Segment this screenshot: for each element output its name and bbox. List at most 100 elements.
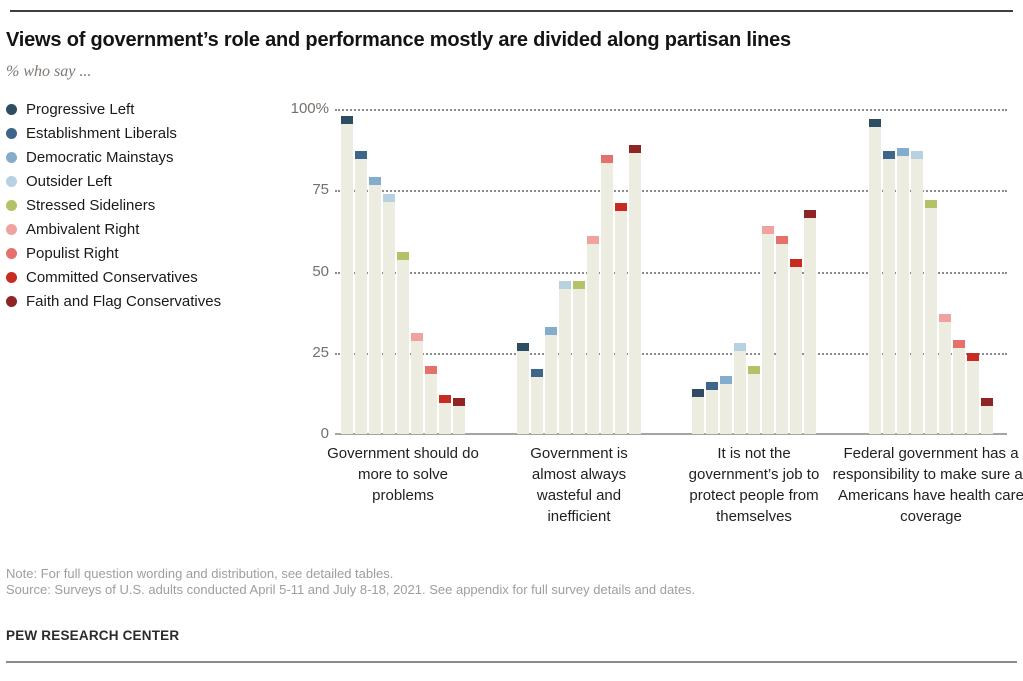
legend-item: Ambivalent Right — [6, 217, 304, 241]
bar — [601, 154, 613, 434]
bar-group — [341, 115, 465, 434]
bar — [911, 151, 923, 434]
bar — [804, 209, 816, 434]
bar-value-cap — [939, 313, 951, 322]
bottom-rule — [6, 661, 1017, 663]
bar-value-cap — [967, 352, 979, 361]
legend-item-label: Democratic Mainstays — [26, 148, 174, 166]
source-text: Source: Surveys of U.S. adults conducted… — [6, 582, 696, 597]
bar — [453, 398, 465, 434]
bar-value-cap — [411, 333, 423, 342]
legend-item-label: Populist Right — [26, 244, 119, 262]
legend-dot-icon — [6, 295, 17, 307]
bar — [692, 388, 704, 434]
bar — [517, 343, 529, 434]
y-axis-label: 75 — [312, 181, 329, 199]
legend-item: Progressive Left — [6, 97, 304, 121]
bar-value-cap — [869, 118, 881, 127]
bar-value-cap — [545, 326, 557, 335]
chart-subtitle: % who say ... — [6, 63, 92, 80]
category-label: Federal government has a responsibility … — [832, 445, 1023, 525]
bar-value-cap — [911, 151, 923, 160]
legend-item: Populist Right — [6, 241, 304, 265]
bar-value-cap — [453, 398, 465, 407]
bar-value-cap — [706, 382, 718, 390]
bar — [531, 369, 543, 434]
legend-item: Committed Conservatives — [6, 265, 304, 289]
bar — [439, 395, 451, 434]
bar-value-cap — [897, 148, 909, 156]
bar-value-cap — [629, 144, 641, 153]
bar-value-cap — [748, 365, 760, 374]
bar — [967, 352, 979, 434]
bar — [762, 226, 774, 434]
legend-item-label: Progressive Left — [26, 100, 135, 118]
legend-item-label: Establishment Liberals — [26, 124, 177, 142]
bar — [545, 326, 557, 434]
bar-value-cap — [953, 339, 965, 348]
y-axis-label: 100% — [290, 100, 329, 117]
y-axis-label: 50 — [312, 262, 329, 280]
bar — [425, 365, 437, 434]
legend-item-label: Stressed Sideliners — [26, 196, 156, 214]
bar-value-cap — [559, 281, 571, 290]
bar-value-cap — [341, 115, 353, 124]
bar-value-cap — [720, 375, 732, 384]
bar — [573, 281, 585, 434]
gridline — [335, 109, 1007, 111]
bar — [883, 151, 895, 434]
gridline — [335, 271, 1007, 274]
bar-value-cap — [601, 154, 613, 163]
bar — [411, 333, 423, 434]
bar-value-cap — [369, 177, 381, 186]
note-text: Note: For full question wording and dist… — [6, 566, 394, 581]
notes-block: Note: For full question wording and dist… — [6, 566, 1015, 598]
bar — [953, 339, 965, 434]
brand: PEW RESEARCH CENTER — [6, 628, 180, 643]
bar — [981, 398, 993, 434]
bar-value-cap — [883, 151, 895, 160]
plot-area: 100% 75 50 25 0 Government should do more to … — [291, 100, 1023, 525]
gridline — [335, 190, 1007, 193]
bar-value-cap — [383, 193, 395, 202]
legend-item-label: Committed Conservatives — [26, 268, 198, 286]
bar-value-cap — [762, 226, 774, 234]
bar — [706, 382, 718, 434]
legend-item: Faith and Flag Conservatives — [6, 289, 304, 313]
bar — [720, 375, 732, 434]
bar — [925, 200, 937, 434]
bar-value-cap — [517, 343, 529, 351]
bar-value-cap — [587, 235, 599, 244]
top-rule — [10, 10, 1013, 12]
legend-dot-icon — [6, 103, 17, 115]
bar-value-cap — [531, 369, 543, 377]
bar — [615, 203, 627, 434]
bar — [369, 177, 381, 434]
bar — [587, 235, 599, 434]
bar — [341, 115, 353, 434]
x-axis-line — [335, 433, 1007, 435]
chart-title: Views of government’s role and performan… — [6, 29, 791, 51]
bar — [559, 281, 571, 434]
bar — [397, 252, 409, 434]
bar-group — [692, 209, 816, 434]
bar — [790, 258, 802, 434]
bar-value-cap — [439, 395, 451, 403]
legend-item-label: Outsider Left — [26, 172, 112, 190]
legend-item-label: Faith and Flag Conservatives — [26, 292, 222, 310]
legend-dot-icon — [6, 271, 17, 283]
legend-item: Outsider Left — [6, 169, 304, 193]
bar — [748, 365, 760, 434]
bar — [897, 148, 909, 434]
chart-figure: Progressive Left Establishment Liberals De… — [6, 96, 1023, 552]
legend-dot-icon — [6, 199, 17, 211]
bar — [383, 193, 395, 434]
category-label: It is not the government’s job to protec… — [688, 445, 820, 525]
bar-value-cap — [397, 252, 409, 260]
bar-value-cap — [776, 235, 788, 244]
legend-dot-icon — [6, 247, 17, 259]
category-label: Government should do more to solve probl… — [327, 445, 479, 504]
bar-group — [517, 144, 641, 434]
bar — [776, 235, 788, 434]
legend-dot-icon — [6, 223, 17, 235]
